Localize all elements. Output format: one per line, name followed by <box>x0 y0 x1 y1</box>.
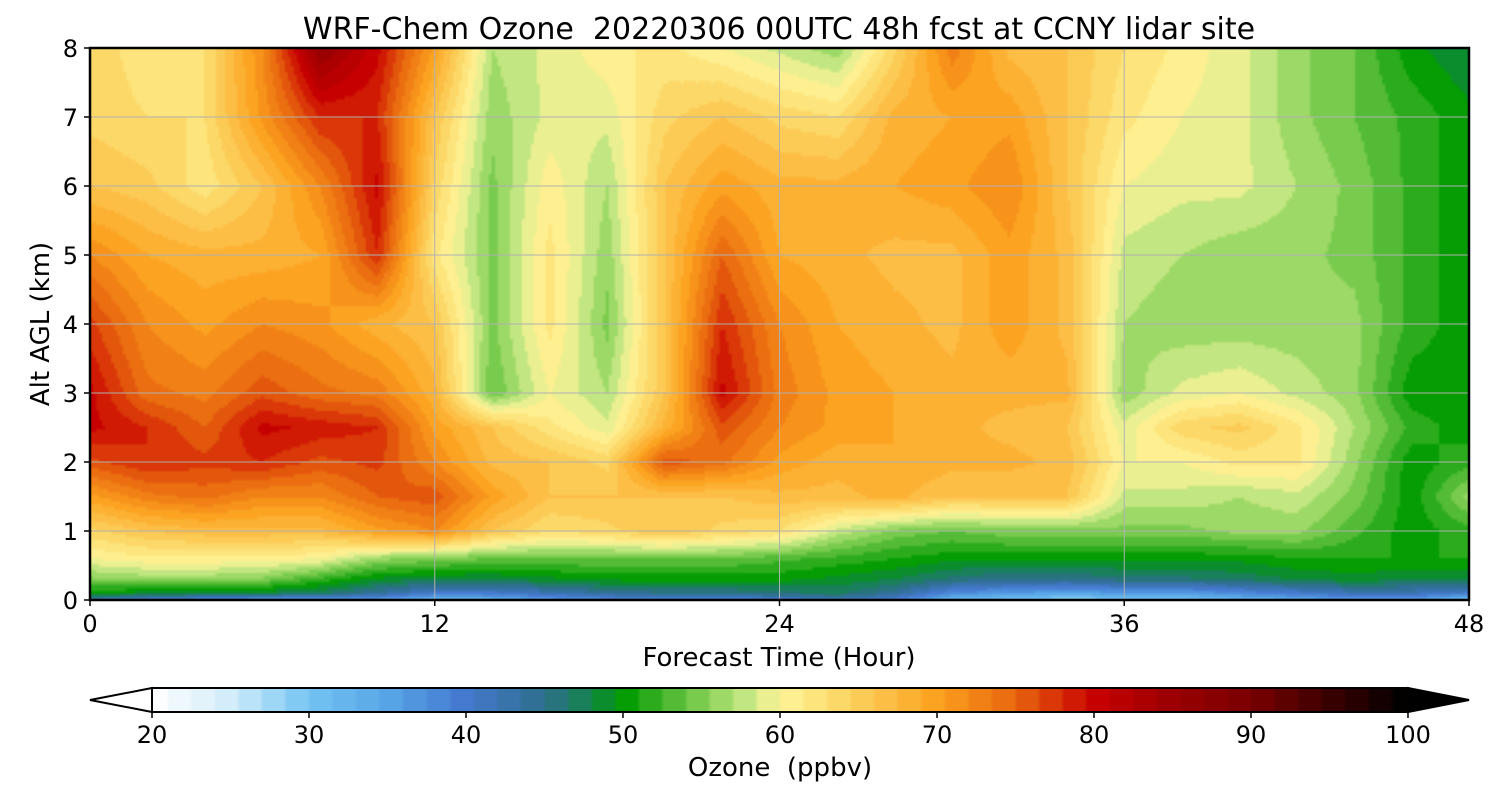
colorbar-tick-label: 90 <box>1236 721 1267 749</box>
y-tick-label: 1 <box>63 518 78 546</box>
x-tick-label: 24 <box>764 610 795 638</box>
y-tick-label: 5 <box>63 242 78 270</box>
colorbar-tick-label: 30 <box>294 721 325 749</box>
colorbar-tick-label: 80 <box>1079 721 1110 749</box>
colorbar-extend-low <box>89 686 153 714</box>
colorbar-tick-label: 50 <box>608 721 639 749</box>
y-tick-label: 6 <box>63 173 78 201</box>
x-tick-label: 48 <box>1454 610 1485 638</box>
x-axis: 0 12 24 36 48 <box>82 600 1484 638</box>
colorbar-label: Ozone (ppbv) <box>688 753 872 783</box>
y-axis-label: Alt AGL (km) <box>26 242 56 406</box>
chart-title: WRF-Chem Ozone 20220306 00UTC 48h fcst a… <box>303 12 1255 47</box>
colorbar: 20 30 40 50 60 70 80 90 100 <box>89 686 1470 749</box>
colorbar-tick-label: 60 <box>765 721 796 749</box>
y-tick-label: 0 <box>63 587 78 615</box>
colorbar-tick-label: 40 <box>451 721 482 749</box>
grid-lines <box>90 48 1469 600</box>
y-tick-label: 3 <box>63 380 78 408</box>
x-tick-label: 0 <box>82 610 97 638</box>
y-axis: 0 1 2 3 4 5 6 7 8 <box>63 35 90 615</box>
colorbar-ticks: 20 30 40 50 60 70 80 90 100 <box>137 712 1431 749</box>
x-axis-label: Forecast Time (Hour) <box>642 643 915 673</box>
colorbar-tick-label: 70 <box>922 721 953 749</box>
colorbar-extend-high <box>1407 686 1470 714</box>
y-tick-label: 7 <box>63 104 78 132</box>
y-tick-label: 2 <box>63 449 78 477</box>
y-tick-label: 8 <box>63 35 78 63</box>
colorbar-tick-label: 100 <box>1385 721 1431 749</box>
y-tick-label: 4 <box>63 311 78 339</box>
x-tick-label: 36 <box>1109 610 1140 638</box>
colorbar-gradient <box>152 688 1408 712</box>
x-tick-label: 12 <box>419 610 450 638</box>
colorbar-tick-label: 20 <box>137 721 168 749</box>
